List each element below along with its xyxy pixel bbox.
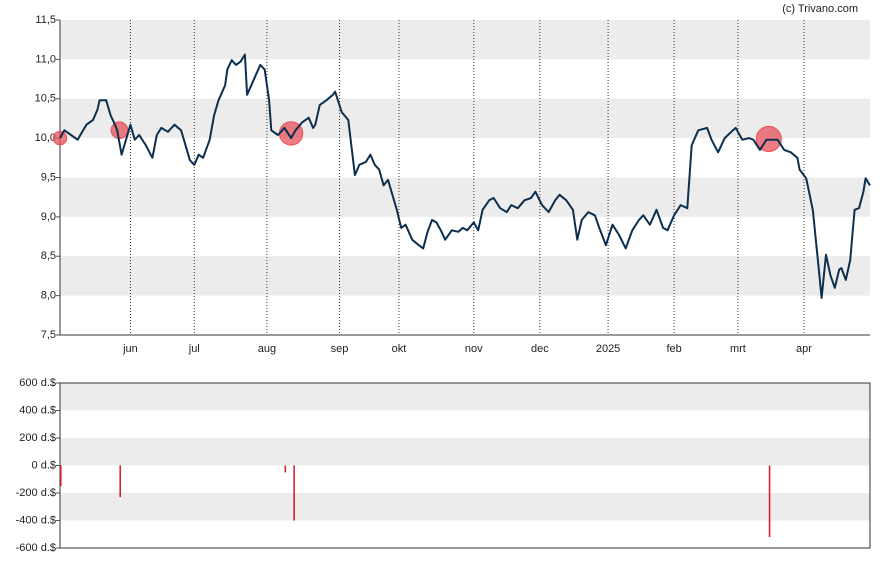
grid-band <box>60 20 870 60</box>
y-tick-label: 8,5 <box>41 250 56 262</box>
x-tick-label: feb <box>666 343 681 355</box>
x-tick-label: jun <box>122 343 138 355</box>
x-tick-label: nov <box>465 343 483 355</box>
y-tick-label: 10,0 <box>35 132 56 144</box>
y-tick-label: 11,0 <box>35 53 56 65</box>
grid-band <box>60 177 870 217</box>
y-tick-label: -200 d.$ <box>16 487 56 499</box>
x-tick-label: mrt <box>730 343 746 355</box>
y-tick-label: 10,5 <box>35 93 56 105</box>
y-tick-label: 400 d.$ <box>19 404 56 416</box>
y-tick-label: 11,5 <box>35 14 56 26</box>
bar <box>293 465 295 521</box>
bar <box>284 465 287 473</box>
y-tick-label: 200 d.$ <box>19 432 56 444</box>
bar <box>119 465 122 498</box>
grid-band <box>60 493 870 521</box>
grid-band <box>60 98 870 139</box>
y-tick-label: 0 d.$ <box>32 459 56 471</box>
y-tick-label: 7,5 <box>41 329 56 341</box>
y-tick-label: -600 d.$ <box>16 542 56 554</box>
grid-band <box>60 438 870 466</box>
y-tick-label: 9,0 <box>41 211 56 223</box>
x-tick-label: aug <box>258 343 276 355</box>
bar <box>768 465 771 537</box>
credit: (c) Trivano.com <box>782 3 858 15</box>
price-line <box>59 53 871 299</box>
x-tick-label: okt <box>392 343 407 355</box>
x-tick-label: sep <box>331 343 349 355</box>
y-tick-label: -400 d.$ <box>16 514 56 526</box>
trade-bubble <box>52 130 68 146</box>
y-tick-label: 9,5 <box>41 171 56 183</box>
x-tick-label: apr <box>796 343 812 355</box>
trade-bubble <box>110 121 129 140</box>
x-tick-label: 2025 <box>596 343 620 355</box>
y-tick-label: 8,0 <box>41 290 56 302</box>
x-tick-label: dec <box>531 343 549 355</box>
grid-band <box>60 256 870 296</box>
bar <box>60 465 62 487</box>
x-tick-label: jul <box>188 343 200 355</box>
grid-band <box>60 383 870 411</box>
y-tick-label: 600 d.$ <box>19 377 56 389</box>
